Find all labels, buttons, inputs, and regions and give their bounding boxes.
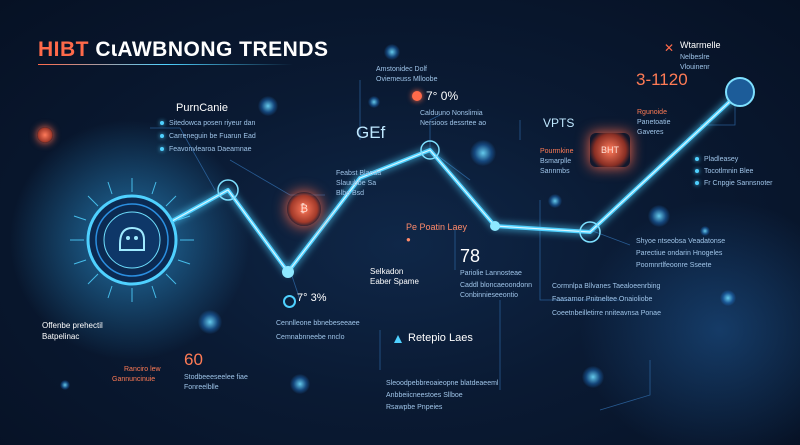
selkadon-label: Selkadon [370, 267, 404, 276]
right-list-1: Pladleasey [695, 154, 738, 165]
n60-line-1: Stodbeeeseelee fiae [184, 374, 248, 381]
left-list-1: Sitedowca posen riyeur dan [160, 118, 255, 129]
pct-top-line-2: Nersioos dessrtee ao [420, 120, 487, 127]
ret-line-2: Anbbeiicneestoes Sllboe [386, 392, 463, 399]
node-icon-3 [384, 44, 400, 60]
bht-orb-icon: BHT [590, 133, 630, 167]
node-icon-11 [60, 380, 70, 390]
left-bottom-label: Offenbe prehectil [42, 321, 103, 330]
title-underline [38, 64, 293, 65]
orange-list-2: Panetoatie [637, 119, 671, 126]
top-mid-line: Oviemeuss Mlloobe [376, 76, 438, 83]
rp-stat-label: Pe Poatin Laey [406, 222, 468, 232]
corner-label: Wtarmelle [680, 40, 721, 50]
trend-nodes [217, 77, 755, 278]
node-icon-12 [700, 226, 710, 236]
vpts-label: VPTS [543, 116, 575, 130]
title-accent: HIBT [38, 38, 89, 61]
right-mid-1: Shyoe ntseobsa Veadatonse [636, 238, 726, 245]
node-icon-8 [582, 366, 604, 388]
right-low-2: Faasarnor Pnitneltee Onaioliobe [552, 296, 653, 303]
node-icon-2 [470, 140, 496, 166]
gf-line-2: Slauubbe Sa [336, 180, 377, 187]
node-icon-5 [548, 194, 562, 208]
pct-top-icon [412, 91, 422, 101]
left-orb-icon [37, 127, 53, 143]
n78-line-1: Pariolie Lannosteae [460, 270, 522, 277]
hub-icon [70, 178, 194, 302]
right-mid-3: Poomnrtlfeoonre Sseete [636, 262, 712, 269]
corner-sub-1: Nelbeslre [680, 54, 710, 61]
bitcoin-orb-icon: ₿ [287, 192, 321, 226]
pct-bottom-line-1: Cennlleone bbnebeseeaee [276, 320, 360, 327]
right-low-3: Coeetnbeilletirre nniteavnsa Ponae [552, 310, 661, 317]
ret-line-3: Rsawpbe Pnpeies [386, 404, 443, 411]
corner-sub-2: Vlouinenr [680, 64, 710, 71]
rankiro-label: Ranciro lew [124, 366, 161, 373]
n78-line-2: Caddl bloncaeoondonn [460, 282, 533, 289]
gf-value: GEf [356, 123, 386, 142]
sparkle-icon [48, 48, 108, 68]
selkadon-sub: Eaber Spame [370, 277, 419, 286]
title-rest: CɩAWBNONG TRENDS [89, 38, 329, 61]
right-low-1: Cormnlpa Bllvanes Taealoeenrbing [552, 283, 661, 290]
left-bottom-label-2: Batpelinac [42, 332, 80, 341]
pct-bottom-line-2: Cemnabnneebe nnclo [276, 334, 345, 341]
left-list-3: Feavonvlearoa Daeamnae [160, 144, 252, 155]
corner-logo-icon: ✕ [664, 41, 675, 55]
vpts-line-3: Sannmbs [540, 168, 570, 175]
stat-60: 60 [184, 350, 203, 369]
rp-stat-sub: ● [406, 235, 411, 244]
right-list-3: Fr Cnpgie Sannsnoter [695, 178, 772, 189]
gf-line-3: Blbe Bsd [336, 190, 365, 197]
node-icon-6 [198, 310, 222, 334]
vpts-line-1: Pourmkine [540, 148, 574, 155]
pct-bottom-value: 7° 3% [297, 292, 327, 304]
purncanie-label: PurnCanie [176, 102, 228, 114]
rankiro-label-2: Gannuncinuie [112, 376, 156, 383]
ret-line-1: Sleoodpebbreoaieopne blatdeaeeml [386, 380, 499, 387]
n78-line-3: Conbinnieseeontio [460, 292, 518, 299]
top-mid-label: Amstonidec Dolf [376, 66, 427, 73]
stat-3-1120: 3-1120 [636, 70, 688, 89]
node-icon-9 [720, 290, 736, 306]
left-list-2: Carreneguin be Fuarun Ead [160, 131, 256, 142]
retepio-icon [394, 335, 402, 343]
right-mid-2: Parectiue ondarin Hnogeles [636, 250, 723, 257]
stat-78: 78 [460, 246, 481, 266]
pct-bottom-icon [283, 295, 296, 308]
orange-list-3: Gaveres [637, 129, 664, 136]
node-icon-10 [368, 96, 380, 108]
node-icon-1 [258, 96, 278, 116]
page-title: HIBT CɩAWBNONG TRENDS [38, 38, 329, 62]
node-icon-7 [290, 374, 310, 394]
gf-line-1: Feabst Blanda [336, 170, 382, 177]
n60-line-2: Fonreelblle [184, 384, 219, 391]
orange-list-1: Rgunoide [637, 109, 667, 116]
retepio-label: Retepio Laes [408, 332, 473, 344]
pct-top-value: 7° 0% [426, 89, 459, 103]
pct-top-line-1: Calduuno Nonslimia [420, 110, 483, 117]
right-list-2: Tocotlmnin Blee [695, 166, 753, 177]
node-icon-4 [648, 205, 670, 227]
vpts-line-2: Bsmarplle [540, 158, 572, 165]
